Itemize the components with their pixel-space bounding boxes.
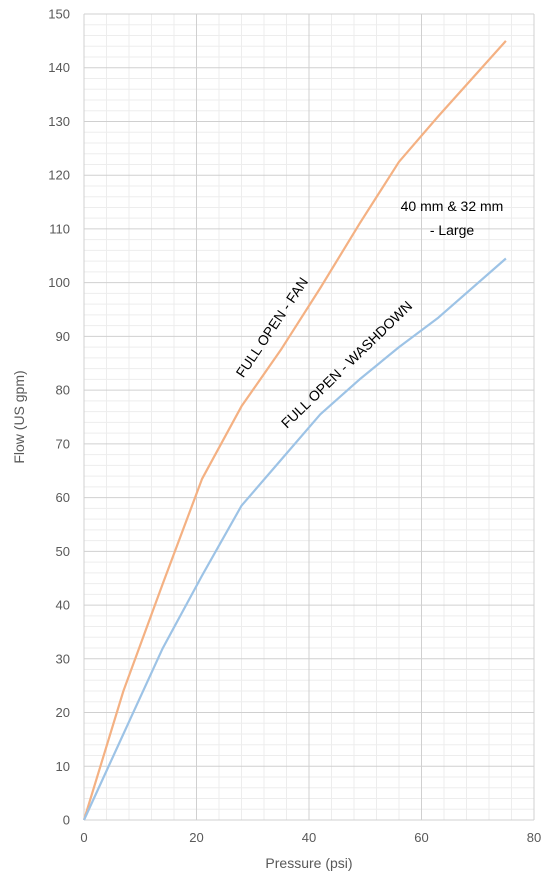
y-tick-label: 90: [56, 329, 70, 344]
y-tick-label: 110: [49, 221, 70, 236]
x-tick-label: 60: [414, 830, 428, 845]
y-tick-label: 70: [56, 436, 70, 451]
y-tick-label: 150: [48, 7, 70, 22]
x-tick-label: 80: [527, 830, 541, 845]
y-axis-tick-labels: 0 10 20 30 40 50 60 70 80 90 100 110 120 130 140 150: [48, 7, 70, 828]
size-annotation-line-1: 40 mm & 32 mm: [401, 198, 504, 214]
x-axis-tick-labels: 0 20 40 60 80: [80, 830, 541, 845]
x-tick-label: 0: [80, 830, 87, 845]
y-tick-label: 60: [56, 490, 70, 505]
y-tick-label: 100: [48, 275, 70, 290]
y-tick-label: 20: [56, 705, 70, 720]
y-axis-title: Flow (US gpm): [11, 370, 27, 463]
y-tick-label: 50: [56, 544, 70, 559]
y-tick-label: 10: [56, 759, 70, 774]
y-tick-label: 130: [48, 114, 70, 129]
y-tick-label: 120: [48, 168, 70, 183]
series-label-washdown: FULL OPEN - WASHDOWN: [278, 298, 415, 431]
x-tick-label: 40: [302, 830, 316, 845]
size-annotation-line-2: - Large: [430, 222, 475, 238]
series-line-fan: [82, 40, 507, 821]
series-line-washdown: [82, 257, 507, 821]
y-tick-label: 30: [56, 651, 70, 666]
y-tick-label: 40: [56, 598, 70, 613]
x-axis-title: Pressure (psi): [265, 855, 352, 871]
y-tick-label: 0: [63, 813, 70, 828]
series-lines: [82, 40, 507, 821]
y-tick-label: 140: [48, 60, 70, 75]
x-tick-label: 20: [189, 830, 203, 845]
y-tick-label: 80: [56, 383, 70, 398]
